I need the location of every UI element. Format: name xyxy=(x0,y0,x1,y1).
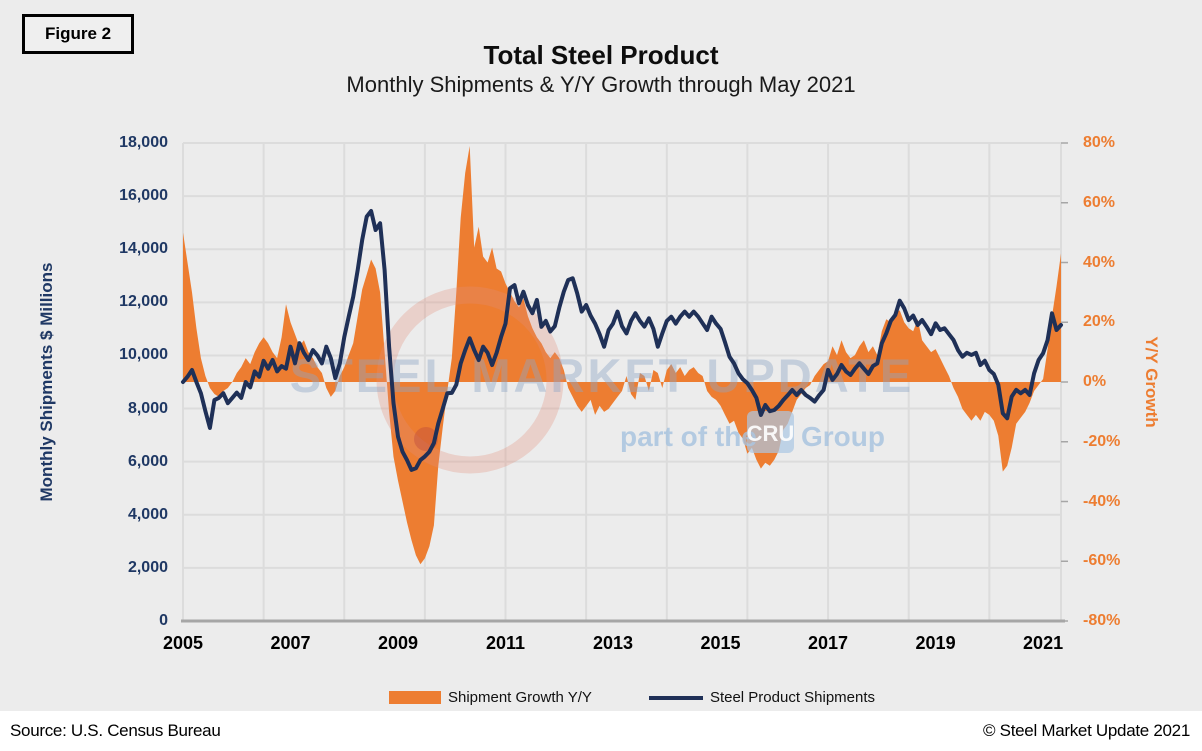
left-axis-tick-label: 6,000 xyxy=(127,452,168,470)
shipments-line-series xyxy=(181,209,1063,472)
x-axis-tick-label: 2011 xyxy=(485,633,526,653)
left-axis-tick-label: 8,000 xyxy=(127,399,168,417)
left-axis-tick-label: 4,000 xyxy=(127,505,168,523)
x-axis-tick-label: 2007 xyxy=(270,633,311,653)
watermark-subtitle-suffix: Group xyxy=(801,421,885,452)
left-axis-tick-label: 10,000 xyxy=(119,346,168,364)
right-axis-tick-label: 80% xyxy=(1083,134,1116,151)
legend-label-shipments: Steel Product Shipments xyxy=(709,689,876,706)
right-axis-tick-label: 60% xyxy=(1083,193,1116,211)
left-axis-tick-label: 2,000 xyxy=(127,558,168,576)
right-axis-tick-label: -20% xyxy=(1083,432,1121,450)
left-axis-tick-label: 0 xyxy=(159,612,168,629)
legend-swatch-growth-area xyxy=(388,691,441,704)
watermark-cru-text: CRU xyxy=(747,421,795,446)
legend-label-growth: Shipment Growth Y/Y xyxy=(447,689,592,706)
right-axis-tick-label: 20% xyxy=(1083,313,1116,331)
source-note: Source: U.S. Census Bureau xyxy=(10,721,221,740)
watermark-ring-icon xyxy=(376,286,564,474)
right-axis-tick-label: -40% xyxy=(1083,492,1121,510)
watermark-subtitle-prefix: part of the xyxy=(620,421,757,452)
x-axis-tick-label: 2021 xyxy=(1023,633,1064,653)
footer: Source: U.S. Census Bureau © Steel Marke… xyxy=(0,711,1202,751)
legend-item-shipments: Steel Product Shipments xyxy=(648,689,876,706)
right-axis-tick-label: 0% xyxy=(1083,373,1107,390)
legend-item-growth: Shipment Growth Y/Y xyxy=(388,689,592,706)
x-axis-tick-label: 2017 xyxy=(808,633,849,653)
x-axis-tick-label: 2015 xyxy=(700,633,741,653)
x-axis-tick-label: 2019 xyxy=(915,633,956,653)
x-axis-tick-label: 2013 xyxy=(593,633,634,653)
copyright-note: © Steel Market Update 2021 xyxy=(983,721,1190,740)
left-axis-tick-label: 18,000 xyxy=(119,134,168,151)
chart-title: Total Steel Product xyxy=(483,40,719,70)
x-axis-tick-label: 2009 xyxy=(377,633,419,653)
right-axis-tick-label: -80% xyxy=(1083,612,1121,629)
right-axis-tick-label: -60% xyxy=(1083,552,1121,570)
x-axis-tick-label: 2005 xyxy=(162,633,204,653)
growth-area-series xyxy=(183,146,1061,565)
left-axis-title: Monthly Shipments $ Millions xyxy=(37,262,56,502)
right-axis-tick-label: 40% xyxy=(1083,253,1116,271)
figure-badge: Figure 2 xyxy=(22,14,135,54)
chart-subtitle: Monthly Shipments & Y/Y Growth through M… xyxy=(346,72,856,97)
watermark-cru-box xyxy=(747,411,794,453)
left-axis-tick-label: 12,000 xyxy=(119,293,168,311)
figure-badge-label: Figure 2 xyxy=(45,24,112,43)
legend-swatch-shipments-line xyxy=(648,695,703,700)
left-axis-tick-label: 14,000 xyxy=(119,240,168,258)
left-axis-tick-label: 16,000 xyxy=(119,187,168,205)
legend: Shipment Growth Y/Y Steel Product Shipme… xyxy=(0,689,1202,706)
